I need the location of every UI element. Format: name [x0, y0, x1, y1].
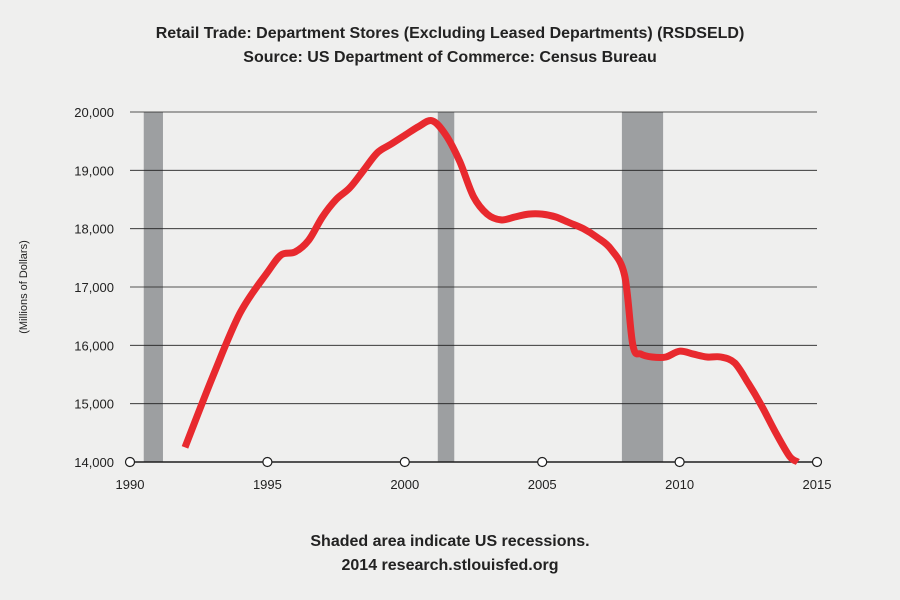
y-tick-label: 17,000 — [74, 280, 114, 295]
series-layer — [181, 117, 800, 466]
x-axis-marker-2015 — [811, 456, 823, 468]
series-line-1 — [181, 117, 800, 466]
x-axis-marker-2005 — [537, 456, 548, 468]
x-tick-label: 2000 — [390, 477, 419, 492]
y-tick-label: 19,000 — [74, 163, 114, 178]
y-tick-label: 20,000 — [74, 105, 114, 120]
x-axis-marker-2010 — [674, 456, 685, 468]
title-line-2: Source: US Department of Commerce: Censu… — [243, 49, 657, 66]
footer-note: Shaded area indicate US recessions. — [310, 533, 590, 550]
x-axis-markers — [124, 456, 823, 468]
x-axis-marker-1990 — [124, 456, 136, 468]
y-tick-label: 14,000 — [74, 455, 114, 470]
x-tick-label: 1995 — [253, 477, 282, 492]
x-tick-label: 2005 — [528, 477, 557, 492]
x-axis-marker-2000 — [399, 456, 410, 468]
x-tick-labels: 1990 1995 2000 2005 2010 2015 — [116, 477, 832, 492]
x-axis-marker-1995 — [262, 456, 273, 468]
x-tick-label: 2015 — [803, 477, 832, 492]
chart-footer: Shaded area indicate US recessions. 2014… — [0, 530, 900, 578]
footer-source: 2014 research.stlouisfed.org — [341, 557, 559, 574]
chart-title: Retail Trade: Department Stores (Excludi… — [0, 22, 900, 70]
y-tick-labels: 14,000 15,000 16,000 17,000 18,000 19,000 20,0… — [74, 105, 114, 470]
x-tick-label: 1990 — [116, 477, 145, 492]
y-tick-label: 18,000 — [74, 222, 114, 237]
gridlines — [130, 111, 817, 463]
x-tick-label: 2010 — [665, 477, 694, 492]
title-line-1: Retail Trade: Department Stores (Excludi… — [155, 25, 745, 42]
y-tick-label: 15,000 — [74, 397, 114, 412]
y-tick-label: 16,000 — [74, 338, 114, 353]
